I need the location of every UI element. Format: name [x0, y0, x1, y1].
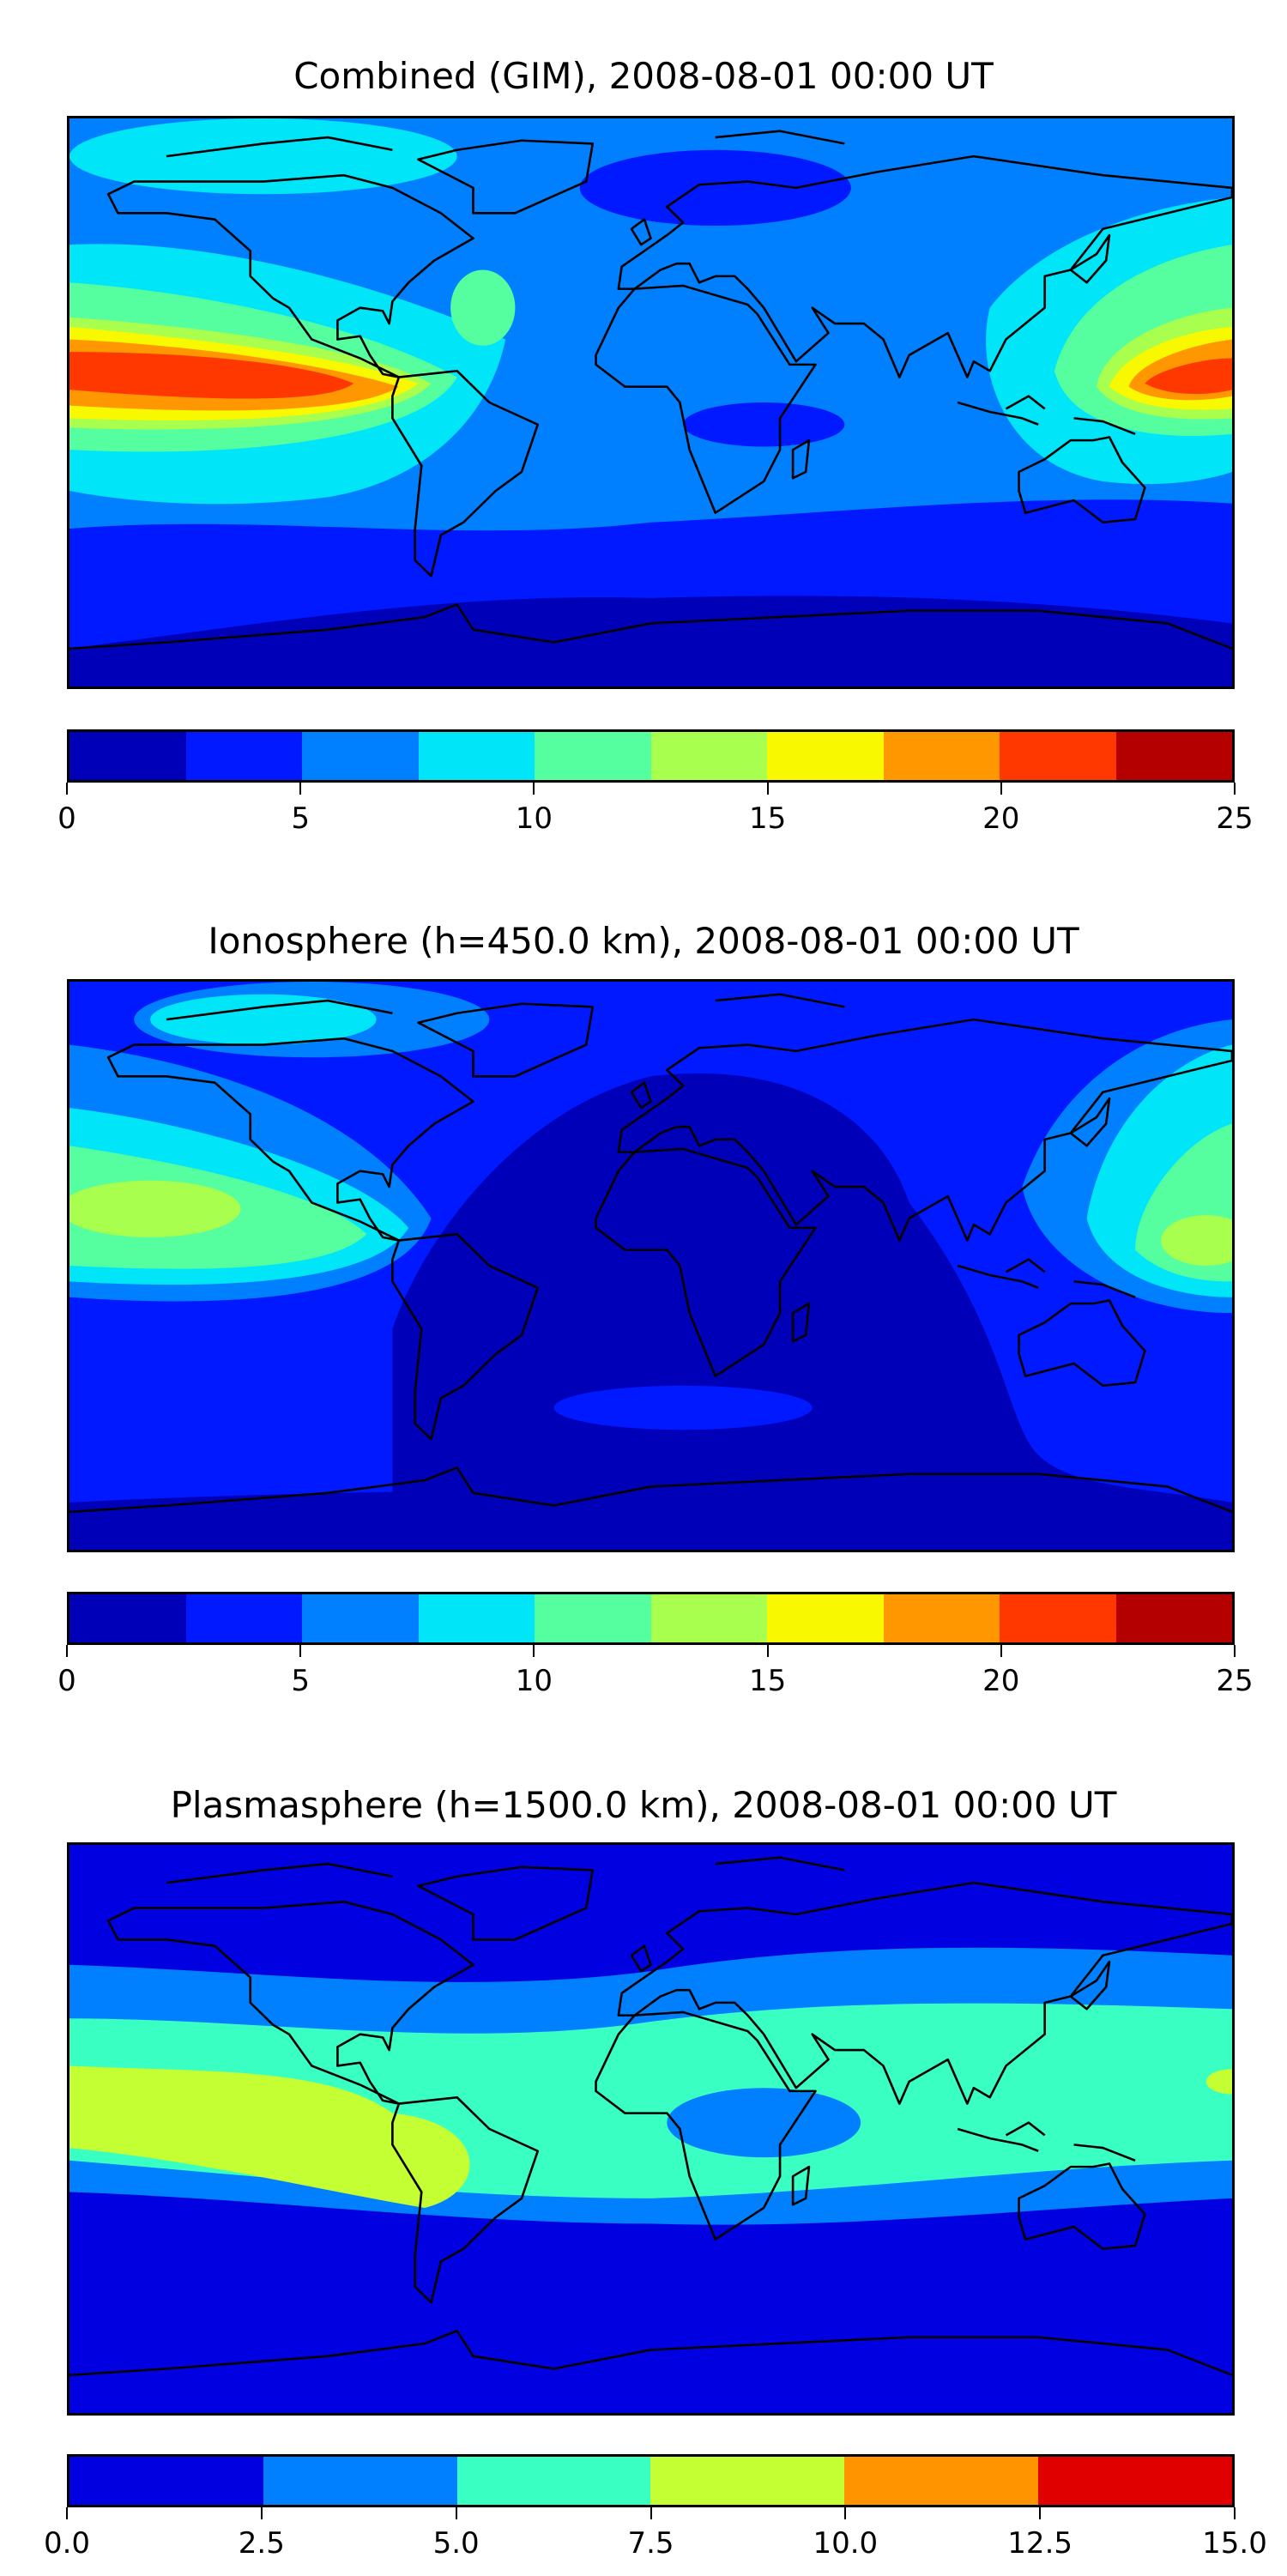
- colorbar-segment: [69, 732, 186, 780]
- colorbar-segment: [767, 732, 884, 780]
- colorbar-segment: [883, 1594, 1000, 1642]
- colorbar-segment: [185, 1594, 302, 1642]
- colorbar-segment: [69, 1594, 186, 1642]
- map-combined: [67, 116, 1235, 689]
- chart-title-plasmasphere: Plasmasphere (h=1500.0 km), 2008-08-01 0…: [170, 1784, 1117, 1826]
- colorbar-segment: [650, 732, 767, 780]
- colorbar-tick: [1000, 1645, 1002, 1657]
- colorbar-tick-label: 20: [982, 801, 1020, 836]
- colorbar-segment: [535, 1594, 651, 1642]
- colorbar-tick-label: 20: [982, 1664, 1020, 1698]
- colorbar-tick-label: 5: [291, 1664, 311, 1698]
- colorbar-tick-label: 25: [1216, 1664, 1254, 1698]
- colorbar-ticks-plasmasphere: 0.0 2.5 5.0 7.5 10.0 12.5 15.0: [44, 2507, 1267, 2576]
- colorbar-segment: [1000, 732, 1116, 780]
- colorbar-segment: [1115, 732, 1232, 780]
- colorbar-segment: [535, 732, 651, 780]
- colorbar-segment: [767, 1594, 884, 1642]
- chart-title-combined: Combined (GIM), 2008-08-01 00:00 UT: [293, 55, 994, 97]
- colorbar-tick-label: 15: [748, 1664, 787, 1698]
- colorbar-tick: [1234, 1645, 1236, 1657]
- colorbar-ticks-combined: 0 5 10 15 20 25: [57, 783, 1254, 851]
- colorbar-tick-label: 7.5: [627, 2526, 674, 2561]
- colorbar-tick-label: 10.0: [813, 2526, 879, 2561]
- colorbar-tick: [533, 783, 535, 795]
- colorbar-segment: [456, 2457, 651, 2505]
- colorbar-tick: [766, 783, 769, 795]
- colorbar-tick-label: 0: [57, 801, 76, 836]
- colorbar-ticks-ionosphere: 0 5 10 15 20 25: [57, 1645, 1254, 1714]
- colorbar-segment: [418, 1594, 535, 1642]
- map-ionosphere: [67, 979, 1235, 1552]
- colorbar-tick-label: 15: [748, 801, 787, 836]
- colorbar-tick-label: 0.0: [43, 2526, 91, 2561]
- colorbar-segment: [1115, 1594, 1232, 1642]
- colorbar-tick-label: 10: [515, 801, 553, 836]
- colorbar-tick: [299, 783, 302, 795]
- colorbar-tick: [66, 783, 68, 795]
- colorbar-tick-label: 10: [515, 1664, 553, 1698]
- colorbar-segment: [844, 2457, 1039, 2505]
- colorbar-tick: [455, 2507, 457, 2519]
- colorbar-tick: [766, 1645, 769, 1657]
- colorbar-segment: [418, 732, 535, 780]
- colorbar-segment: [263, 2457, 457, 2505]
- colorbar-tick: [533, 1645, 535, 1657]
- chart-title-ionosphere: Ionosphere (h=450.0 km), 2008-08-01 00:0…: [208, 920, 1079, 962]
- colorbar-segment: [650, 2457, 845, 2505]
- colorbar-tick: [66, 1645, 68, 1657]
- colorbar-plasmasphere: [67, 2454, 1235, 2507]
- colorbar-tick: [260, 2507, 263, 2519]
- colorbar-tick-label: 5: [291, 801, 311, 836]
- colorbar-ionosphere: [67, 1592, 1235, 1645]
- colorbar-tick: [1234, 783, 1236, 795]
- colorbar-combined: [67, 729, 1235, 783]
- colorbar-tick: [1039, 2507, 1042, 2519]
- colorbar-tick: [844, 2507, 847, 2519]
- colorbar-tick-label: 25: [1216, 801, 1254, 836]
- colorbar-tick-label: 5.0: [432, 2526, 480, 2561]
- colorbar-tick: [66, 2507, 68, 2519]
- colorbar-tick-label: 2.5: [238, 2526, 285, 2561]
- colorbar-segment: [883, 732, 1000, 780]
- colorbar-tick-label: 15.0: [1202, 2526, 1267, 2561]
- colorbar-tick-label: 0: [57, 1664, 76, 1698]
- map-plasmasphere: [67, 1842, 1235, 2416]
- colorbar-segment: [1000, 1594, 1116, 1642]
- colorbar-tick: [299, 1645, 302, 1657]
- colorbar-segment: [302, 1594, 419, 1642]
- colorbar-segment: [69, 2457, 263, 2505]
- colorbar-segment: [302, 732, 419, 780]
- colorbar-tick-label: 12.5: [1007, 2526, 1073, 2561]
- colorbar-tick: [650, 2507, 652, 2519]
- colorbar-segment: [1038, 2457, 1232, 2505]
- colorbar-segment: [650, 1594, 767, 1642]
- colorbar-tick: [1234, 2507, 1236, 2519]
- colorbar-segment: [185, 732, 302, 780]
- colorbar-tick: [1000, 783, 1002, 795]
